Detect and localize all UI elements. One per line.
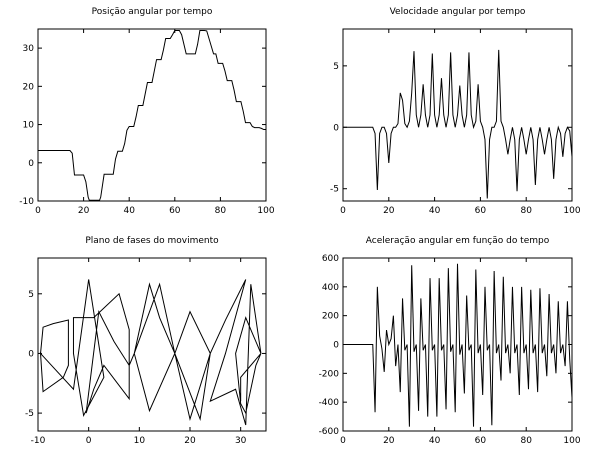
x-tick-label: 20 [78, 206, 90, 216]
chart-panel-4: Aceleração angular em função do tempo 0 20… [319, 236, 581, 446]
x-tick-label: 30 [235, 436, 247, 446]
y-tick-label: -10 [19, 197, 34, 207]
x-tick-label: 0 [86, 436, 92, 446]
chart-title: Velocidade angular por tempo [390, 7, 526, 17]
y-tick-label: -600 [319, 427, 340, 437]
x-tick-label: 0 [340, 206, 346, 216]
y-tick-label: 0 [333, 123, 339, 133]
y-tick-label: 400 [322, 283, 339, 293]
series-line-1 [38, 30, 266, 201]
x-tick-label: 60 [169, 206, 181, 216]
x-tick-label: 20 [383, 436, 395, 446]
chart-title: Aceleração angular em função do tempo [366, 236, 550, 246]
plot-frame [342, 28, 573, 202]
x-tick-label: 20 [184, 436, 196, 446]
y-tick-label: 600 [322, 254, 339, 264]
plot-frame [37, 257, 267, 432]
y-tick-label: 20 [23, 82, 35, 92]
series-line-1 [39, 279, 262, 426]
x-tick-label: 80 [215, 206, 227, 216]
x-tick-label: 40 [429, 436, 441, 446]
y-tick-label: 30 [23, 44, 35, 54]
y-tick-label: -400 [319, 398, 340, 408]
x-tick-label: 100 [563, 436, 580, 446]
x-tick-label: 0 [35, 206, 41, 216]
x-tick-label: 10 [134, 436, 146, 446]
series-line-1 [343, 263, 573, 427]
y-tick-label: -5 [330, 185, 339, 195]
chart-panel-2: Velocidade angular por tempo 0 20 40 60 80 100… [330, 7, 581, 216]
x-tick-label: 40 [123, 206, 135, 216]
y-tick-label: 0 [28, 159, 34, 169]
x-tick-label: 80 [520, 206, 532, 216]
y-tick-label: 200 [322, 312, 339, 322]
x-tick-label: 0 [340, 436, 346, 446]
y-tick-label: 5 [28, 290, 34, 300]
chart-panel-3: Plano de fases do movimento -10 0 10 20 30 -5 0… [25, 236, 267, 446]
y-tick-label: 0 [28, 349, 34, 359]
x-tick-label: 20 [383, 206, 395, 216]
y-tick-label: -200 [319, 369, 340, 379]
chart-title: Plano de fases do movimento [85, 236, 219, 246]
chart-title: Posição angular por tempo [92, 7, 213, 17]
x-tick-label: -10 [31, 436, 46, 446]
x-tick-label: 80 [520, 436, 532, 446]
y-tick-label: -5 [25, 409, 34, 419]
x-tick-label: 100 [563, 206, 580, 216]
x-tick-label: 100 [257, 206, 274, 216]
x-tick-label: 40 [429, 206, 441, 216]
plot-frame [37, 28, 267, 202]
y-tick-label: 5 [333, 62, 339, 72]
y-tick-label: 0 [333, 341, 339, 351]
y-tick-label: 10 [23, 121, 35, 131]
series-line-1 [343, 49, 573, 199]
x-tick-label: 60 [475, 206, 487, 216]
x-tick-label: 60 [475, 436, 487, 446]
